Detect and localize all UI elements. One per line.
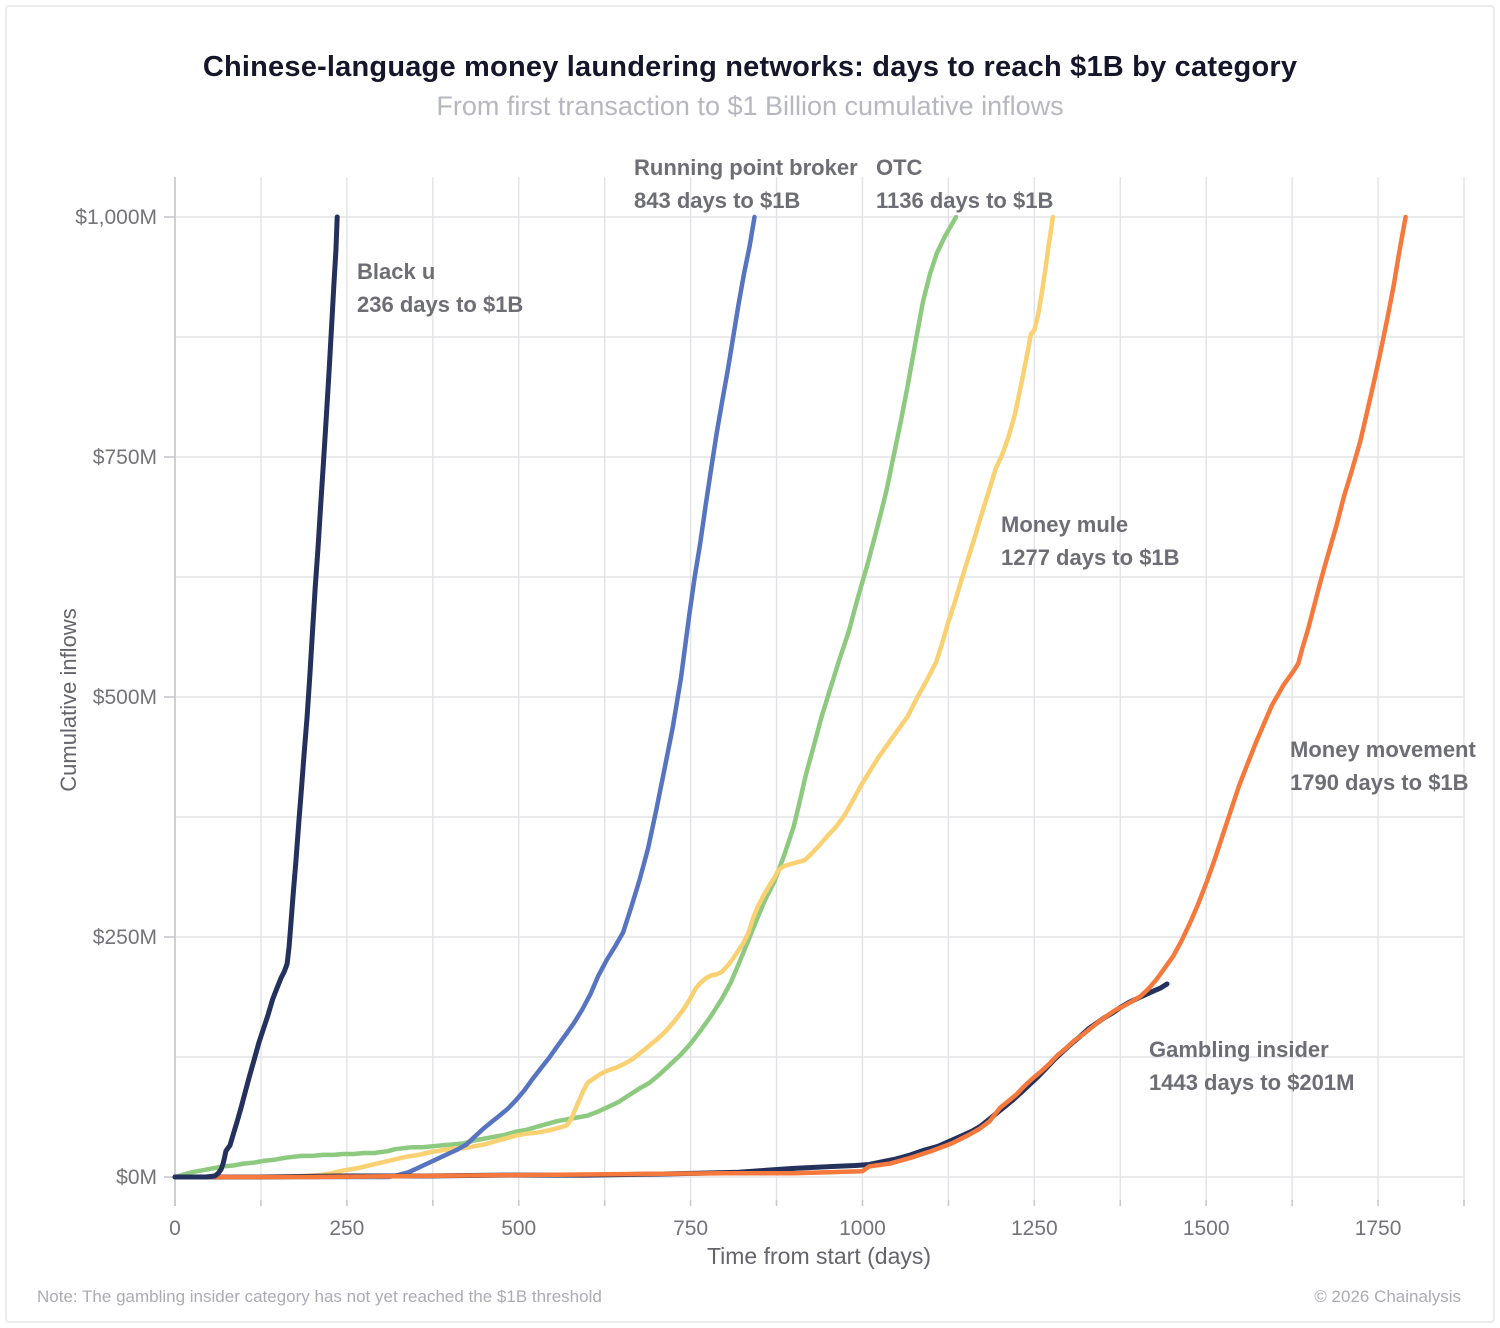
x-tick-label: 0 — [169, 1217, 181, 1240]
series-line-running_point_broker — [172, 214, 757, 1180]
y-tick-label: $500M — [93, 686, 157, 709]
y-tick-label: $1,000M — [75, 206, 157, 229]
y-axis-title: Cumulative inflows — [56, 608, 81, 792]
x-tick-label: 1250 — [1011, 1217, 1058, 1240]
x-tick-label: 250 — [329, 1217, 364, 1240]
series-line-money_mule — [172, 214, 1056, 1180]
page-title: Chinese-language money laundering networ… — [202, 51, 1298, 83]
page-subtitle: From first transaction to $1 Billion cum… — [436, 91, 1064, 121]
x-tick-label: 1500 — [1183, 1217, 1230, 1240]
annotation-gambling-insider: Gambling insider 1443 days to $201M — [1149, 1033, 1354, 1099]
chart-frame: Chinese-language money laundering networ… — [5, 5, 1495, 1323]
annotation-series-name: Black u — [357, 259, 436, 284]
annotation-days-label: 1136 days to $1B — [876, 188, 1054, 213]
y-tick-label: $750M — [93, 446, 157, 469]
copyright: © 2026 Chainalysis — [1314, 1287, 1461, 1306]
series-line-gambling_insider — [172, 981, 1170, 1180]
x-tick-label: 500 — [501, 1217, 536, 1240]
annotation-running-point-broker: Running point broker 843 days to $1B — [634, 151, 858, 217]
annotation-series-name: Gambling insider — [1149, 1037, 1329, 1062]
annotation-series-name: Money movement — [1290, 737, 1476, 762]
y-tick-label: $250M — [93, 926, 157, 949]
annotation-days-label: 1277 days to $1B — [1001, 545, 1180, 570]
annotation-money-movement: Money movement 1790 days to $1B — [1290, 733, 1476, 799]
annotation-series-name: Money mule — [1001, 512, 1129, 537]
footnote: Note: The gambling insider category has … — [37, 1287, 602, 1306]
annotation-black-u: Black u 236 days to $1B — [357, 255, 523, 321]
annotation-series-name: OTC — [876, 155, 923, 180]
annotation-days-label: 843 days to $1B — [634, 188, 801, 213]
series-line-otc — [172, 214, 959, 1180]
x-axis-title: Time from start (days) — [706, 1243, 932, 1269]
annotation-days-label: 1790 days to $1B — [1290, 770, 1469, 795]
series-line-black_u — [172, 214, 340, 1180]
annotation-series-name: Running point broker — [634, 155, 858, 180]
x-tick-label: 1000 — [839, 1217, 886, 1240]
x-tick-label: 750 — [673, 1217, 708, 1240]
y-tick-label: $0M — [116, 1166, 157, 1189]
annotation-money-mule: Money mule 1277 days to $1B — [1001, 508, 1180, 574]
annotation-days-label: 1443 days to $201M — [1149, 1070, 1355, 1095]
annotation-otc: OTC 1136 days to $1B — [876, 151, 1053, 217]
series-line-money_movement — [172, 214, 1408, 1180]
chart-canvas: 0 250 500 750 1000 1250 1500 1750 $0M $250M $500M $… — [75, 177, 1465, 1240]
annotation-days-label: 236 days to $1B — [357, 292, 524, 317]
x-tick-label: 1750 — [1355, 1217, 1402, 1240]
